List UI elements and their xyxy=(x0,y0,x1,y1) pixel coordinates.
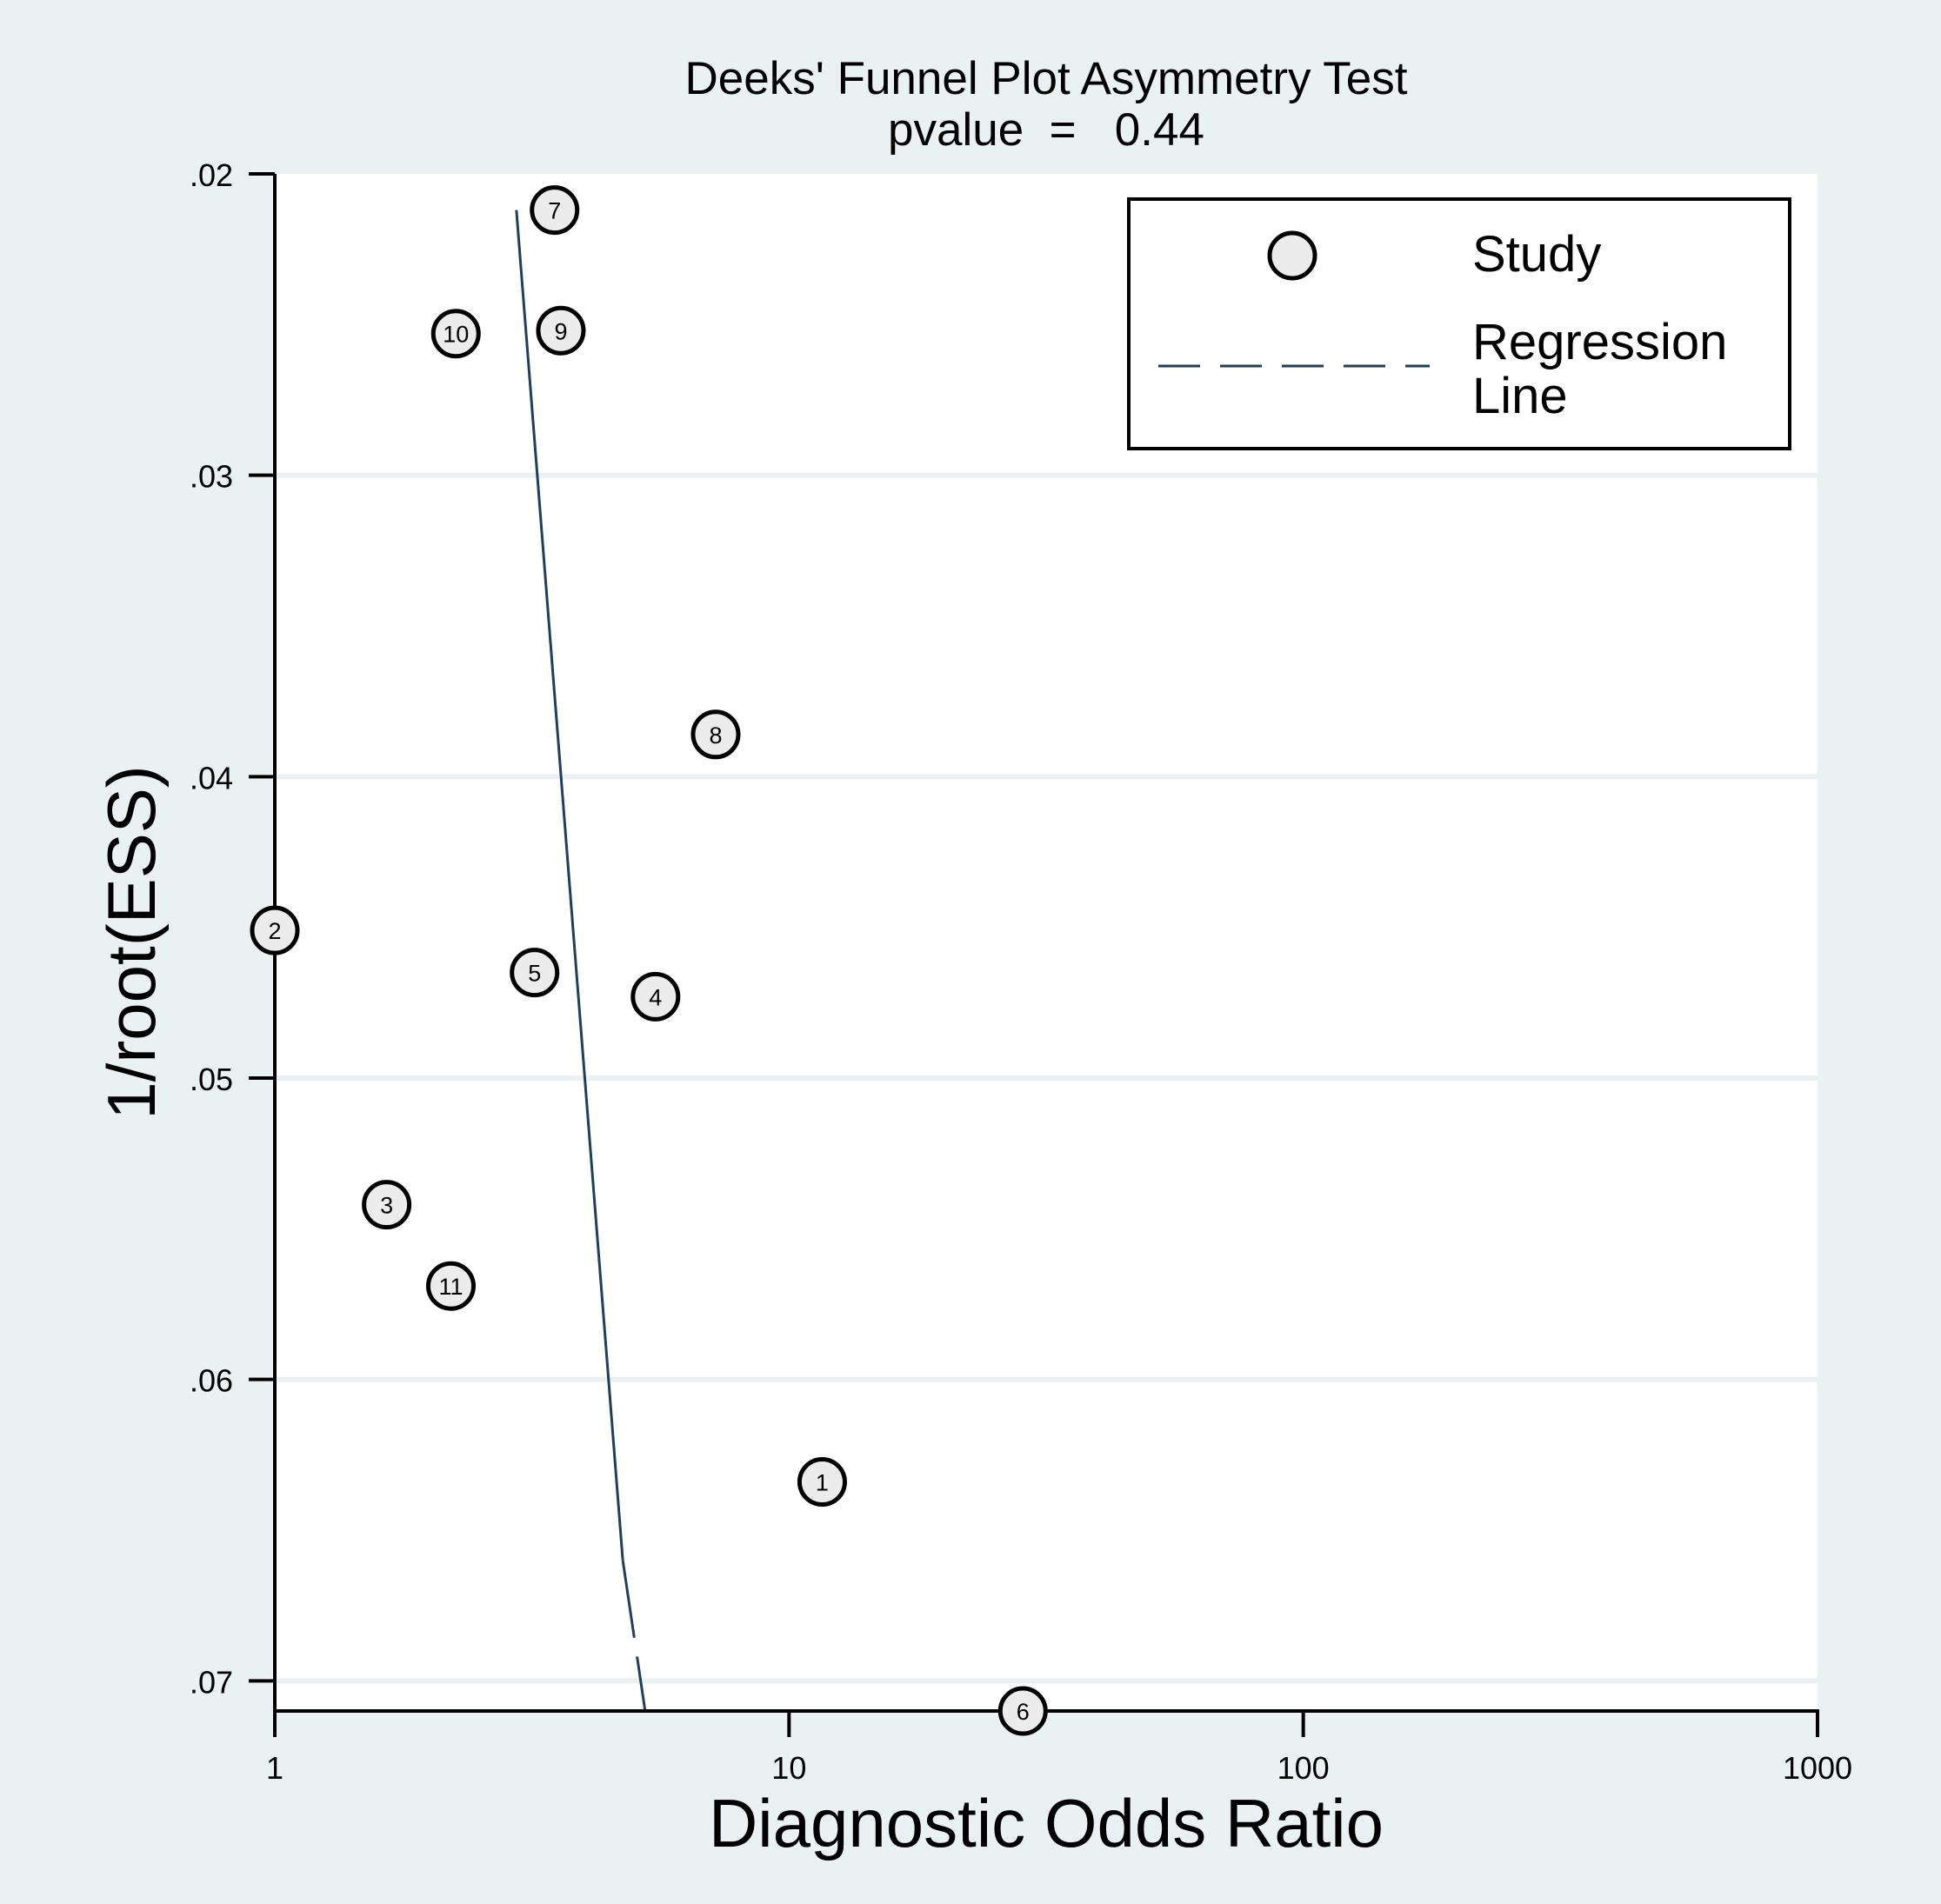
study-point-label: 9 xyxy=(554,318,567,344)
axes: .02 .03 .04 .05 .06 .07 1 10 100 1000 xyxy=(190,157,1852,1786)
legend: Study Regression Line xyxy=(1127,197,1791,450)
legend-box xyxy=(1127,197,1791,450)
x-tick-label: 1 xyxy=(266,1750,283,1786)
study-points: 1 2 3 4 5 6 7 8 9 10 11 xyxy=(250,185,1048,1736)
study-point xyxy=(630,971,681,1022)
study-point xyxy=(510,948,560,998)
x-tick-label: 1000 xyxy=(1783,1750,1852,1786)
x-tick-label: 100 xyxy=(1277,1750,1330,1786)
y-tick-label: .06 xyxy=(190,1363,233,1399)
chart-title: Deeks' Funnel Plot Asymmetry Test xyxy=(685,53,1408,104)
legend-study-label: Study xyxy=(1472,226,1601,283)
study-point xyxy=(536,305,586,356)
study-point-label: 7 xyxy=(548,198,561,224)
y-tick-label: .02 xyxy=(190,157,233,193)
study-point-label: 6 xyxy=(1017,1699,1030,1725)
study-point-label: 5 xyxy=(528,961,541,987)
study-point-label: 4 xyxy=(649,984,662,1010)
study-point xyxy=(362,1180,412,1230)
gridlines xyxy=(275,472,1818,1684)
study-point xyxy=(530,185,580,236)
study-point xyxy=(425,1261,476,1311)
y-tick-label: .05 xyxy=(190,1062,233,1097)
study-point-label: 3 xyxy=(380,1193,393,1219)
regression-line-dashed xyxy=(621,1560,647,1712)
study-point-label: 2 xyxy=(268,918,281,944)
study-point xyxy=(430,309,481,359)
study-point-label: 1 xyxy=(816,1470,829,1496)
study-point-label: 11 xyxy=(438,1274,463,1300)
study-point-label: 10 xyxy=(443,322,469,348)
study-point xyxy=(690,709,741,760)
regression-line-solid xyxy=(515,210,624,1561)
study-point xyxy=(250,905,300,955)
study-point xyxy=(997,1686,1048,1736)
study-point-label: 8 xyxy=(709,722,722,749)
x-tick-label: 10 xyxy=(771,1750,806,1786)
legend-study-marker xyxy=(1267,230,1317,281)
x-axis-label: Diagnostic Odds Ratio xyxy=(709,1785,1384,1861)
y-axis-label: 1/root(ESS) xyxy=(93,765,170,1119)
y-tick-label: .04 xyxy=(190,760,233,796)
study-point xyxy=(797,1457,847,1508)
chart-subtitle: pvalue = 0.44 xyxy=(888,104,1204,156)
y-tick-label: .07 xyxy=(190,1664,233,1700)
legend-regression-label: Regression Line xyxy=(1472,314,1727,424)
y-tick-label: .03 xyxy=(190,459,233,495)
regression-line xyxy=(515,210,647,1712)
